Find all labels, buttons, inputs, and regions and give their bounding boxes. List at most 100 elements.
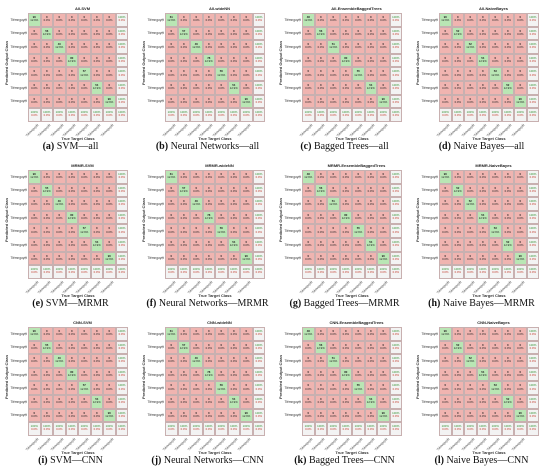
off-diagonal-cell: 0 0.0% — [476, 40, 489, 54]
off-diagonal-cell: 0 0.0% — [190, 395, 203, 409]
off-diagonal-cell: 0 0.0% — [215, 26, 228, 41]
off-diagonal-cell: 0 0.0% — [28, 340, 41, 355]
row-class-label: Tiêmnguyệt — [10, 45, 27, 49]
off-diagonal-cell: 0 0.0% — [103, 81, 116, 95]
row-class-label: Tiêmnguyệt — [10, 399, 27, 404]
off-diagonal-cell: 0 0.0% — [177, 381, 190, 395]
panel-title: MRMR-wideNN — [205, 163, 234, 168]
off-diagonal-cell: 0 0.0% — [165, 81, 178, 95]
off-diagonal-cell: 0 0.0% — [165, 53, 178, 68]
summary-cell: 100% 0.0% — [302, 422, 315, 436]
off-diagonal-cell: 0 0.0% — [464, 13, 477, 27]
off-diagonal-cell: 0 0.0% — [215, 197, 228, 211]
off-diagonal-cell: 0 0.0% — [302, 53, 315, 68]
summary-cell: 100% 0.0% — [115, 197, 128, 211]
off-diagonal-cell: 0 0.0% — [165, 381, 178, 395]
row-class-label: Tiêmnguyệt — [10, 386, 27, 391]
summary-cell: 100% 0.0% — [389, 197, 402, 211]
panel-title: MRMR-NaiveBayes — [475, 163, 512, 168]
diagonal-cell: 54 12.9% — [227, 81, 240, 95]
summary-cell: 100% 0.0% — [252, 354, 265, 368]
summary-cell: 100% 0.0% — [476, 265, 489, 279]
off-diagonal-cell: 0 0.0% — [514, 340, 527, 355]
row-class-label: Tiêmnguyệt — [421, 399, 438, 404]
row-class-label: Tiêmnguyệt — [147, 256, 164, 261]
summary-cell: 100% 0.0% — [115, 210, 128, 225]
diagonal-cell: 57 12.9% — [177, 340, 190, 355]
off-diagonal-cell: 0 0.0% — [78, 197, 91, 211]
diagonal-cell: 52 12.9% — [451, 26, 464, 41]
off-diagonal-cell: 0 0.0% — [53, 67, 66, 81]
off-diagonal-cell: 0 0.0% — [90, 367, 103, 382]
row-class-label: Tiêmnguyệt — [10, 215, 27, 220]
off-diagonal-cell: 0 0.0% — [227, 170, 240, 184]
row-class-label: Tiêmnguyệt — [284, 31, 301, 36]
summary-cell: 100% 0.0% — [90, 265, 103, 279]
summary-cell: 100% 0.0% — [389, 395, 402, 409]
off-diagonal-cell: 0 0.0% — [476, 395, 489, 409]
off-diagonal-cell: 0 0.0% — [240, 367, 253, 382]
off-diagonal-cell: 0 0.0% — [514, 367, 527, 382]
off-diagonal-cell: 0 0.0% — [314, 408, 327, 423]
off-diagonal-cell: 0 0.0% — [227, 94, 240, 109]
off-diagonal-cell: 0 0.0% — [78, 13, 91, 27]
off-diagonal-cell: 0 0.0% — [476, 327, 489, 341]
off-diagonal-cell: 0 0.0% — [302, 408, 315, 423]
summary-cell: 100% 0.0% — [190, 108, 203, 122]
summary-cell: 100% 0.0% — [389, 251, 402, 266]
diagonal-cell: 55 12.9% — [352, 381, 365, 395]
summary-cell: 100% 0.0% — [115, 395, 128, 409]
summary-cell: 100% 0.0% — [314, 265, 327, 279]
off-diagonal-cell: 0 0.0% — [364, 197, 377, 211]
off-diagonal-cell: 0 0.0% — [327, 183, 340, 198]
off-diagonal-cell: 0 0.0% — [202, 67, 215, 81]
row-class-label: Tiêmnguyệt — [284, 72, 301, 77]
summary-cell: 100% 0.0% — [252, 224, 265, 238]
off-diagonal-cell: 0 0.0% — [451, 197, 464, 211]
off-diagonal-cell: 0 0.0% — [464, 327, 477, 341]
off-diagonal-cell: 0 0.0% — [501, 224, 514, 238]
row-class-label: Tiêmnguyệt — [10, 229, 27, 234]
diagonal-cell: 56 12.9% — [215, 67, 228, 81]
off-diagonal-cell: 0 0.0% — [352, 251, 365, 266]
row-class-label: Tiêmnguyệt — [421, 386, 438, 391]
off-diagonal-cell: 0 0.0% — [65, 67, 78, 81]
off-diagonal-cell: 0 0.0% — [489, 327, 502, 341]
diagonal-cell: 53 12.9% — [489, 67, 502, 81]
summary-cell: 100% 0.0% — [302, 265, 315, 279]
off-diagonal-cell: 0 0.0% — [202, 327, 215, 341]
row-class-label: Tiêmnguyệt — [147, 386, 164, 391]
row-class-label: Tiêmnguyệt — [10, 58, 27, 63]
off-diagonal-cell: 0 0.0% — [352, 327, 365, 341]
off-diagonal-cell: 0 0.0% — [53, 94, 66, 109]
row-class-label: Tiêmnguyệt — [147, 174, 164, 179]
summary-cell: 100% 0.0% — [451, 108, 464, 122]
diagonal-cell: 54 12.9% — [364, 238, 377, 252]
off-diagonal-cell: 0 0.0% — [165, 408, 178, 423]
off-diagonal-cell: 0 0.0% — [352, 197, 365, 211]
off-diagonal-cell: 0 0.0% — [464, 381, 477, 395]
off-diagonal-cell: 0 0.0% — [227, 354, 240, 368]
x-axis-label: True Target Class — [472, 135, 506, 141]
confusion-matrix-panel: All-NaiveBayes Predicted Output Class Tiêm… — [413, 2, 550, 158]
summary-cell: 100% 0.0% — [501, 422, 514, 436]
off-diagonal-cell: 0 0.0% — [364, 170, 377, 184]
off-diagonal-cell: 0 0.0% — [302, 381, 315, 395]
diagonal-cell: 56 12.9% — [314, 183, 327, 198]
x-axis-label: True Target Class — [61, 449, 95, 455]
panel-title: All-EnsembleBaggedTrees — [331, 6, 382, 11]
off-diagonal-cell: 0 0.0% — [364, 354, 377, 368]
summary-cell: 100% 0.0% — [115, 94, 128, 109]
off-diagonal-cell: 0 0.0% — [377, 67, 390, 81]
off-diagonal-cell: 0 0.0% — [78, 170, 91, 184]
off-diagonal-cell: 0 0.0% — [489, 354, 502, 368]
diagonal-cell: 56 12.9% — [314, 340, 327, 355]
off-diagonal-cell: 0 0.0% — [65, 224, 78, 238]
off-diagonal-cell: 0 0.0% — [53, 13, 66, 27]
diagonal-cell: 54 12.9% — [476, 210, 489, 225]
summary-cell: 100% 0.0% — [389, 408, 402, 423]
off-diagonal-cell: 0 0.0% — [364, 210, 377, 225]
off-diagonal-cell: 0 0.0% — [190, 53, 203, 68]
diagonal-cell: 78 12.9% — [202, 210, 215, 225]
off-diagonal-cell: 0 0.0% — [190, 210, 203, 225]
